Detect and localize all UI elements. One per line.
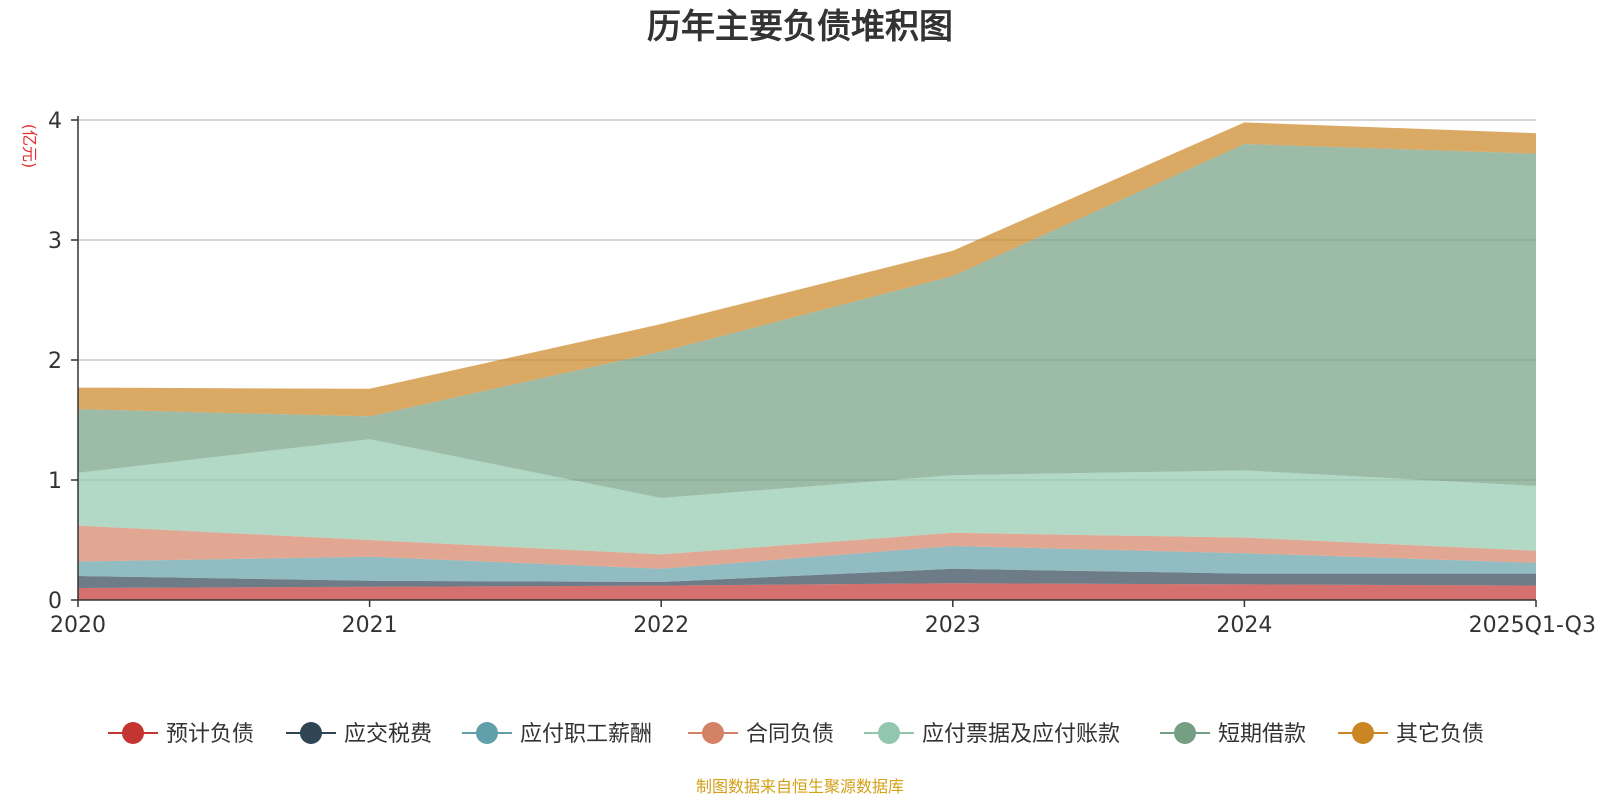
legend-marker-4: [878, 722, 900, 744]
source-note: 制图数据来自恒生聚源数据库: [696, 777, 904, 796]
y-tick-label: 2: [48, 349, 62, 374]
y-tick-label: 3: [48, 229, 62, 254]
legend-marker-5: [1174, 722, 1196, 744]
y-tick-label: 4: [48, 109, 62, 134]
x-tick-label: 2022: [633, 613, 689, 638]
legend-marker-6: [1352, 722, 1374, 744]
legend-label-6: 其它负债: [1396, 722, 1484, 747]
legend-label-5: 短期借款: [1218, 722, 1306, 747]
legend-label-1: 应交税费: [344, 722, 432, 747]
axes: 0 1 2 3 4 2020 2021 2022 2023 2024 2025Q1-Q3: [48, 109, 1596, 638]
x-tick-label: 2020: [50, 613, 106, 638]
x-tick-label: 2021: [342, 613, 398, 638]
x-tick-label: 2024: [1216, 613, 1272, 638]
legend-marker-1: [300, 722, 322, 744]
legend-marker-2: [476, 722, 498, 744]
legend-label-2: 应付职工薪酬: [520, 722, 652, 747]
area-series: [78, 122, 1536, 600]
y-tick-label: 0: [48, 589, 62, 614]
legend: 预计负债 应交税费 应付职工薪酬 合同负债 应付票据及应付账款 短期借款 其它负债: [108, 722, 1484, 747]
chart-title: 历年主要负债堆积图: [647, 7, 953, 47]
legend-marker-3: [702, 722, 724, 744]
legend-label-3: 合同负债: [746, 722, 834, 747]
area-series-0: [78, 583, 1536, 600]
area-series-5: [78, 144, 1536, 498]
area-series-3: [78, 525, 1536, 569]
legend-label-4: 应付票据及应付账款: [922, 722, 1120, 747]
y-tick-label: 1: [48, 469, 62, 494]
x-tick-label: 2025Q1-Q3: [1469, 613, 1596, 638]
x-tick-label: 2023: [925, 613, 981, 638]
area-series-1: [78, 568, 1536, 588]
y-axis-unit: (亿元): [20, 124, 39, 169]
legend-marker-0: [122, 722, 144, 744]
area-series-2: [78, 546, 1536, 582]
area-series-4: [78, 439, 1536, 555]
legend-label-0: 预计负债: [166, 722, 254, 747]
